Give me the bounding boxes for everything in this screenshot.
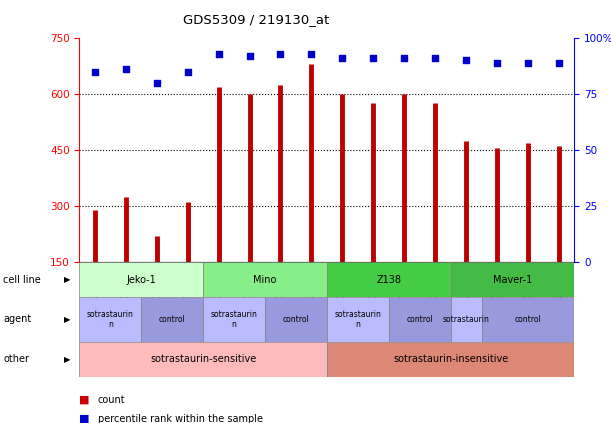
Point (183, 69, 192, 75)
Bar (451, 297, 481, 342)
Text: agent: agent (3, 314, 31, 324)
Text: Jeko-1: Jeko-1 (126, 275, 156, 285)
Text: control: control (159, 315, 186, 324)
Text: GDS5309 / 219130_at: GDS5309 / 219130_at (183, 13, 330, 26)
Bar (265, 297, 327, 342)
Text: Mino: Mino (254, 275, 277, 285)
Bar (141, 297, 203, 342)
Text: percentile rank within the sample: percentile rank within the sample (98, 414, 263, 423)
Point (430, 55, 440, 62)
Text: control: control (282, 315, 309, 324)
Bar (79, 342, 327, 377)
Text: sotrastaurin-insensitive: sotrastaurin-insensitive (393, 354, 508, 364)
Text: sotrastaurin
n: sotrastaurin n (334, 310, 381, 329)
Point (90, 69, 100, 75)
Point (368, 55, 378, 62)
Text: sotrastaurin: sotrastaurin (442, 315, 489, 324)
Bar (327, 342, 574, 377)
Point (276, 50, 285, 57)
Bar (481, 297, 574, 342)
Bar (203, 297, 265, 342)
Bar (451, 262, 574, 297)
Point (337, 55, 347, 62)
Text: sotrastaurin
n: sotrastaurin n (87, 310, 134, 329)
Text: sotrastaurin
n: sotrastaurin n (211, 310, 257, 329)
Point (121, 66, 131, 73)
Point (554, 59, 564, 66)
Text: other: other (3, 354, 29, 364)
Bar (327, 262, 451, 297)
Bar (203, 262, 327, 297)
Text: sotrastaurin-sensitive: sotrastaurin-sensitive (150, 354, 256, 364)
Point (523, 59, 533, 66)
Text: count: count (98, 395, 125, 405)
Point (492, 59, 502, 66)
Bar (389, 297, 451, 342)
Point (244, 52, 254, 59)
Text: Maver-1: Maver-1 (493, 275, 532, 285)
Bar (79, 297, 141, 342)
Text: ■: ■ (79, 414, 90, 423)
Text: ■: ■ (79, 395, 90, 405)
Point (400, 55, 409, 62)
Text: control: control (514, 315, 541, 324)
Bar (79, 262, 203, 297)
Text: ▶: ▶ (64, 355, 70, 364)
Bar (327, 297, 389, 342)
Text: ▶: ▶ (64, 275, 70, 284)
Point (461, 57, 471, 64)
Text: Z138: Z138 (376, 275, 401, 285)
Text: ▶: ▶ (64, 315, 70, 324)
Point (152, 80, 162, 86)
Point (307, 50, 316, 57)
Point (214, 50, 224, 57)
Text: cell line: cell line (3, 275, 41, 285)
Text: control: control (406, 315, 433, 324)
